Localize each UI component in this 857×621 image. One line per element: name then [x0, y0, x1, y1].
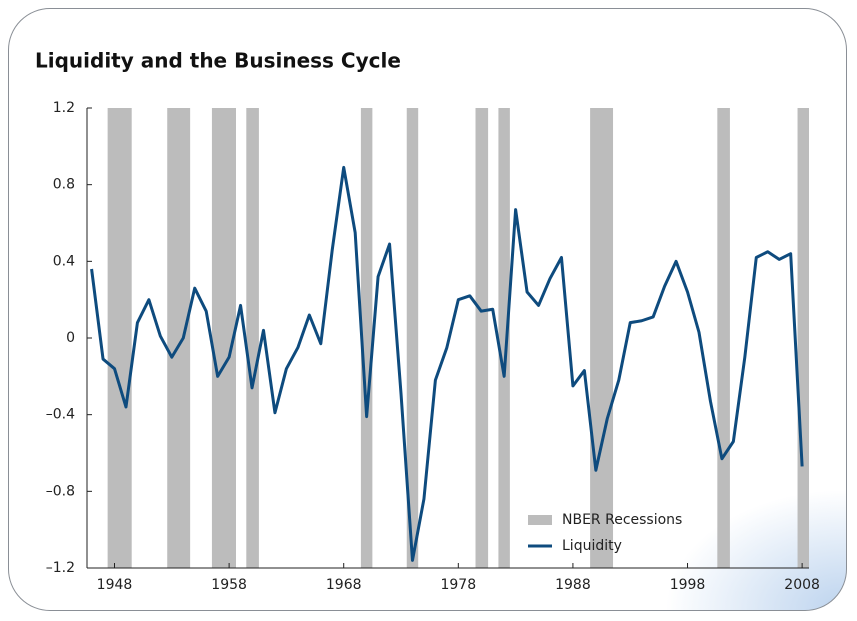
legend-label: NBER Recessions: [562, 512, 682, 528]
y-tick-label: 0.4: [53, 253, 75, 269]
recession-band: [406, 108, 419, 568]
recession-band: [475, 108, 489, 568]
recession-band: [717, 108, 730, 568]
x-tick-label: 1968: [326, 577, 362, 593]
recession-band: [167, 108, 191, 568]
y-tick-label: –1.2: [46, 560, 75, 576]
line-series: [90, 165, 804, 562]
y-tick-label: 0: [66, 330, 75, 346]
recession-band: [360, 108, 373, 568]
recession-band: [246, 108, 259, 568]
recession-band: [590, 108, 614, 568]
y-tick-label: –0.8: [46, 483, 75, 499]
card: [8, 8, 847, 611]
y-tick-label: –0.4: [46, 407, 75, 423]
x-tick-label: 2008: [784, 577, 820, 593]
recession-band: [797, 108, 809, 568]
x-tick-label: 1948: [97, 577, 133, 593]
recession-band: [107, 108, 132, 568]
x-tick-label: 1988: [555, 577, 591, 593]
legend-label: Liquidity: [562, 538, 622, 554]
x-tick-label: 1978: [440, 577, 476, 593]
y-tick-label: 1.2: [53, 100, 75, 116]
x-tick-label: 1958: [211, 577, 247, 593]
recession-band: [498, 108, 510, 568]
y-tick-label: 0.8: [53, 177, 75, 193]
chart-title: Liquidity and the Business Cycle: [35, 49, 401, 73]
legend-swatch: [528, 515, 552, 525]
x-tick-label: 1998: [670, 577, 706, 593]
